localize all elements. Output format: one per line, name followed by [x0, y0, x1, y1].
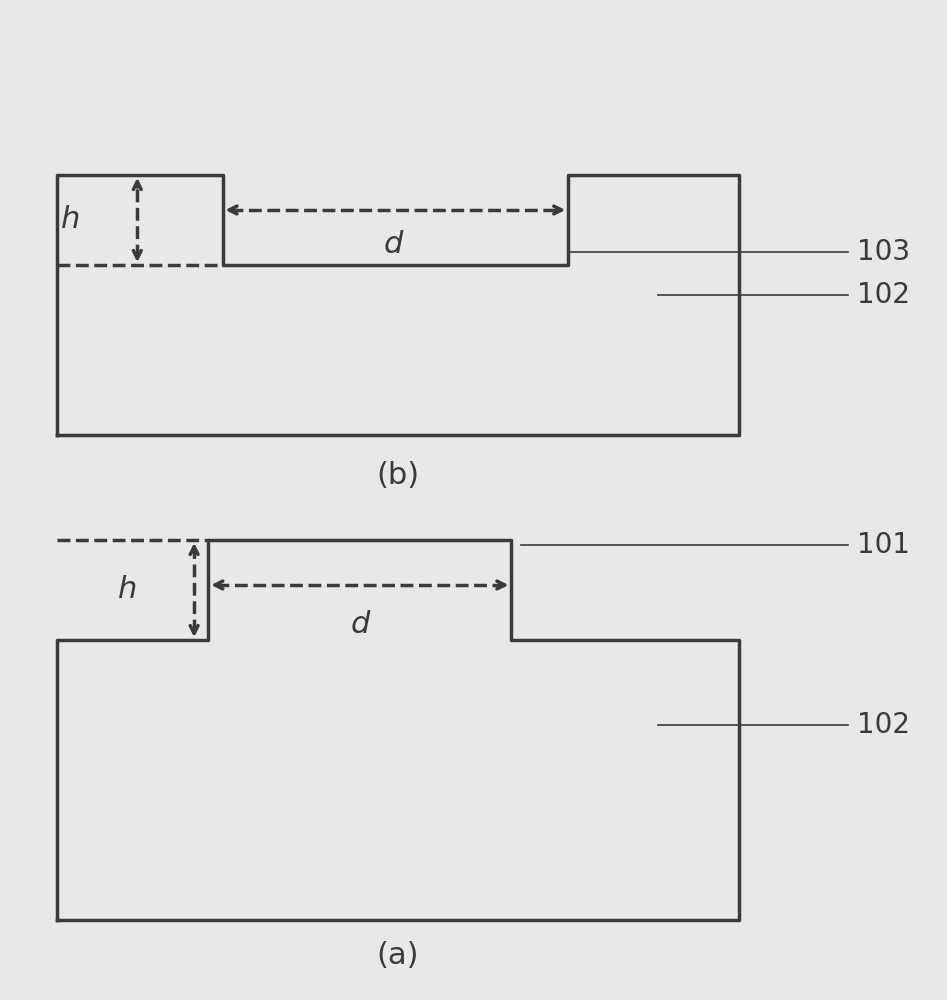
- Text: d: d: [384, 230, 402, 259]
- Text: 103: 103: [857, 238, 910, 266]
- Text: 102: 102: [857, 281, 910, 309]
- Text: h: h: [62, 206, 80, 234]
- Text: d: d: [350, 610, 369, 639]
- Text: 102: 102: [857, 711, 910, 739]
- Text: h: h: [118, 576, 137, 604]
- Text: (b): (b): [376, 460, 420, 489]
- Text: 101: 101: [857, 531, 910, 559]
- Text: (a): (a): [377, 940, 419, 970]
